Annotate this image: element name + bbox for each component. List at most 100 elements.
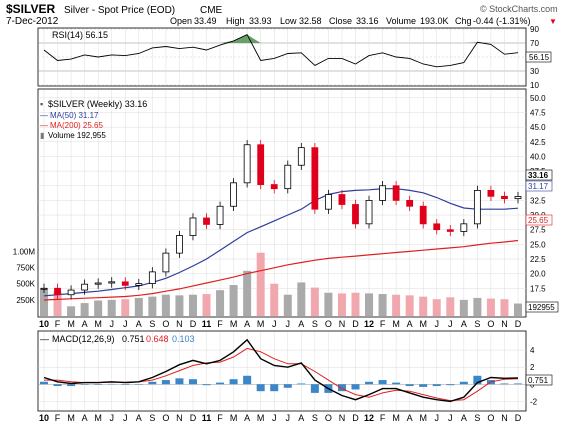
x-axis-label: O — [162, 413, 169, 423]
volume-bars — [40, 252, 522, 316]
volume-bar — [392, 294, 401, 316]
x-axis-label: 10 — [39, 413, 49, 423]
x-axis-label: M — [94, 413, 102, 423]
chart-name: Silver - Spot Price (EOD) — [64, 5, 175, 16]
price-tick-label: 17.5 — [530, 284, 546, 293]
macd-histogram-bar — [216, 382, 225, 385]
x-axis-label: A — [136, 319, 142, 329]
macd-histogram-bar — [134, 384, 143, 385]
macd-histogram-bar — [432, 384, 441, 387]
macd-histogram-bar — [351, 384, 360, 390]
candle-body — [121, 281, 129, 286]
volume-bar — [94, 300, 103, 316]
x-axis-label: A — [82, 319, 88, 329]
volume-bar — [53, 291, 62, 316]
price-tick-label: 25.0 — [530, 240, 546, 249]
x-axis-label: N — [176, 319, 183, 329]
candle-body — [243, 144, 251, 184]
candle-body — [135, 283, 143, 286]
macd-value-label: 0.751 — [528, 376, 549, 385]
macd-histogram-bar — [419, 384, 428, 387]
x-axis-label: 11 — [202, 319, 212, 329]
ma50-legend: MA(50) 31.17 — [50, 111, 99, 120]
x-axis-label: O — [487, 413, 494, 423]
ma200-value-label: 25.65 — [528, 216, 549, 225]
macd-tick-label: -2 — [530, 397, 538, 406]
x-axis-label: J — [286, 319, 291, 329]
x-axis-label: J — [123, 413, 128, 423]
macd-histogram-bar — [310, 384, 319, 393]
price-tick-label: 27.5 — [530, 226, 546, 235]
candle-body — [176, 235, 183, 254]
signal-legend-value: 0.648 — [146, 334, 169, 344]
macd-histogram-bar — [53, 384, 62, 387]
x-axis-label: A — [136, 413, 142, 423]
candle-body — [81, 283, 89, 291]
volume-tick-label: 250K — [16, 296, 35, 305]
macd-histogram-bar — [67, 384, 76, 387]
volume-bar — [419, 296, 428, 316]
x-axis-label: N — [501, 413, 508, 423]
volume-bar — [337, 293, 346, 316]
x-axis-label: J — [109, 319, 114, 329]
close-value: 33.16 — [356, 16, 379, 26]
x-axis-label: N — [339, 319, 346, 329]
candle-body — [419, 205, 427, 225]
candle-body — [148, 271, 156, 284]
volume-bar — [365, 293, 374, 316]
chg-value: -0.44 (-1.31%) — [473, 16, 531, 26]
candle-body — [162, 252, 170, 273]
volume-bar — [161, 294, 170, 316]
macd-histogram-bar — [107, 383, 116, 385]
candle-body — [338, 194, 346, 205]
volume-bar — [283, 294, 292, 316]
x-axis-label: O — [162, 319, 169, 329]
x-axis-label: A — [461, 319, 467, 329]
x-axis-label: 12 — [364, 319, 374, 329]
macd-tick-label: 4 — [530, 346, 535, 355]
price-panel-frame — [37, 88, 527, 318]
macd-histogram-bar — [270, 384, 279, 392]
x-axis-label: A — [298, 319, 304, 329]
macd-histogram-bar — [243, 375, 252, 385]
x-axis-label: M — [230, 413, 238, 423]
macd-gridlines — [38, 349, 526, 402]
x-axis-label: M — [419, 413, 427, 423]
low-label: Low — [280, 16, 297, 26]
macd-histogram-bar — [94, 384, 103, 385]
volume-bar — [514, 303, 522, 316]
x-axis-label: M — [392, 319, 400, 329]
watermark: © StockCharts.com — [480, 4, 558, 14]
volume-bar — [121, 299, 130, 316]
candle-body — [392, 185, 400, 201]
volume-legend-icon: ▮ — [40, 131, 44, 140]
macd-histogram-bar — [365, 381, 374, 385]
volume-legend: Volume 192,955 — [48, 131, 106, 140]
volume-bar — [107, 299, 116, 316]
macd-line — [43, 338, 519, 403]
candle-body — [284, 164, 292, 190]
candle-body — [487, 190, 495, 197]
ma50-value-label: 31.17 — [528, 182, 549, 191]
macd-histogram-bar — [405, 384, 414, 387]
volume-bar — [310, 287, 319, 316]
volume-bar — [148, 296, 157, 316]
x-axis-label: 11 — [202, 413, 212, 423]
macd-histogram-bar — [446, 384, 455, 386]
price-legend-icon: ▪ — [40, 99, 43, 109]
macd-histogram-bar — [514, 383, 522, 385]
candle-body — [67, 289, 75, 296]
price-tick-label: 42.5 — [530, 138, 546, 147]
macd-histogram-bar — [229, 379, 238, 385]
rsi-tick-label: 10 — [530, 81, 539, 90]
rsi-value-label: 56.15 — [529, 53, 550, 62]
x-axis-label: A — [407, 413, 413, 423]
close-label: Close — [329, 16, 352, 26]
candle-body — [365, 199, 373, 225]
x-axis-label: F — [217, 319, 223, 329]
volume-bar — [40, 288, 48, 316]
volume-value-box — [525, 301, 559, 313]
volume-bar — [243, 270, 252, 316]
candle-body — [473, 190, 481, 225]
